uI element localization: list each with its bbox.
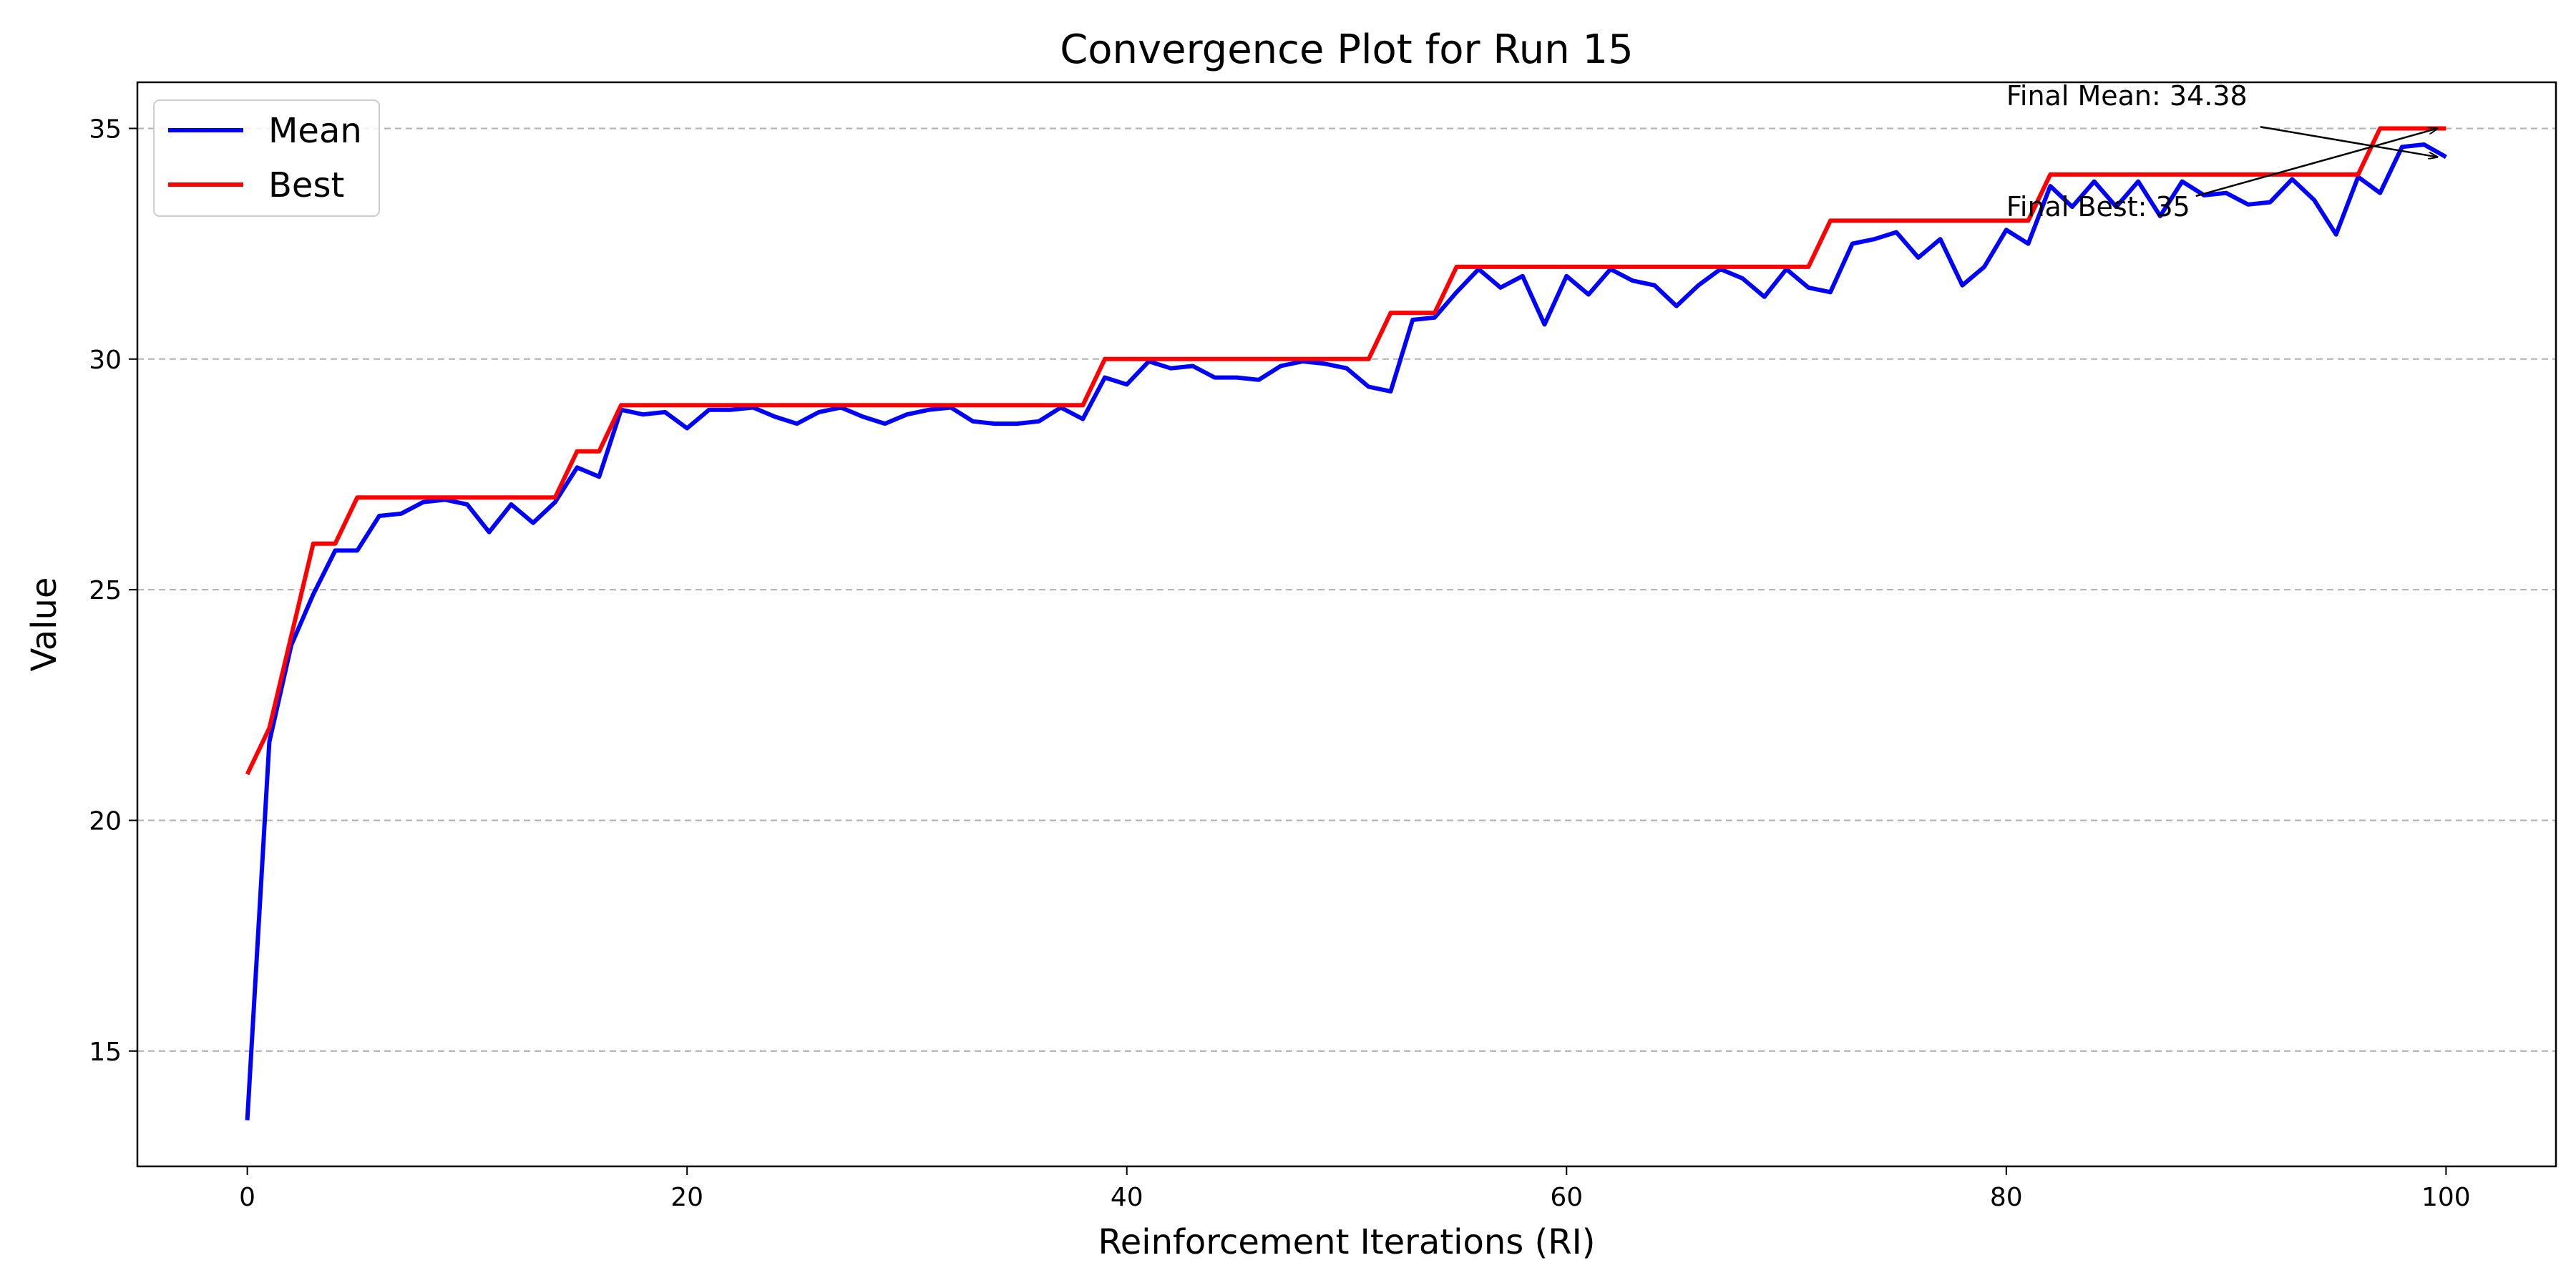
annotation-text: Final Best: 35 <box>2006 191 2190 223</box>
annotation-text: Final Mean: 34.38 <box>2006 80 2248 112</box>
legend-label-mean: Mean <box>268 111 362 151</box>
y-axis-label: Value <box>24 577 64 672</box>
annotation-arrow <box>2260 126 2438 157</box>
x-tick-label: 80 <box>1990 1183 2023 1212</box>
annotation-arrow <box>2195 128 2438 197</box>
series-line-best <box>245 126 2446 776</box>
legend: Mean Best <box>153 99 380 217</box>
x-tick-label: 40 <box>1111 1183 1143 1212</box>
plot-frame <box>136 81 2557 1168</box>
annotations: Final Mean: 34.38 Final Best: 35 <box>2006 80 2438 223</box>
legend-label-best: Best <box>268 165 344 205</box>
y-tick-label: 25 <box>89 576 122 605</box>
y-tick-label: 15 <box>89 1038 122 1067</box>
y-tick-label: 20 <box>89 806 122 836</box>
y-tick-label: 35 <box>89 114 122 144</box>
x-tick-label: 20 <box>670 1183 703 1212</box>
chart-title: Convergence Plot for Run 15 <box>1060 26 1634 73</box>
series-line-mean <box>245 142 2447 1121</box>
x-tick-label: 100 <box>2421 1183 2471 1212</box>
series-lines <box>245 126 2447 1121</box>
x-axis-label: Reinforcement Iterations (RI) <box>1098 1222 1596 1262</box>
axis-ticks: 0 20 40 60 80 100 15 20 25 30 35 <box>89 114 2471 1212</box>
y-tick-label: 30 <box>89 346 122 375</box>
y-gridlines <box>137 127 2556 1052</box>
x-tick-label: 60 <box>1550 1183 1583 1212</box>
x-tick-label: 0 <box>239 1183 255 1212</box>
